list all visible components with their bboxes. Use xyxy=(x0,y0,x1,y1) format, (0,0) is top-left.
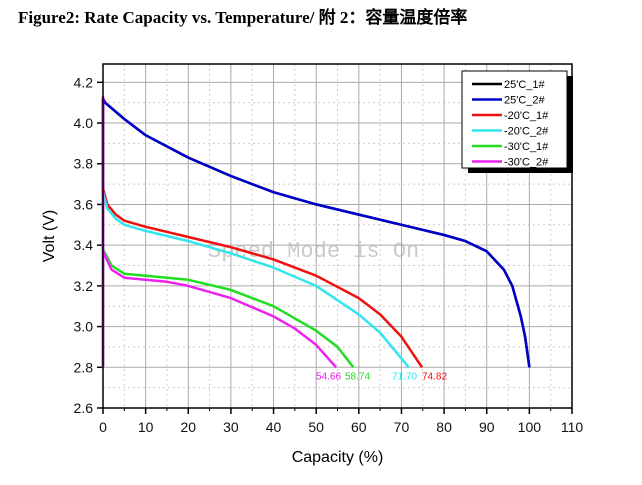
end-capacity-label: 54.66 xyxy=(316,371,341,382)
y-tick-label: 3.4 xyxy=(74,237,94,253)
x-tick-label: 70 xyxy=(394,419,410,435)
legend-label: -30'C_2# xyxy=(504,157,549,169)
legend-label: -20'C_1# xyxy=(504,110,549,122)
series-line--20-c-1- xyxy=(101,186,424,368)
x-tick-label: 40 xyxy=(266,419,282,435)
legend-label: 25'C_1# xyxy=(504,79,546,91)
y-tick-label: 2.8 xyxy=(74,359,94,375)
x-tick-label: 90 xyxy=(479,419,495,435)
x-axis-label: Capacity (%) xyxy=(292,449,384,466)
figure-title: Figure2: Rate Capacity vs. Temperature/ … xyxy=(18,8,468,27)
y-tick-label: 4.2 xyxy=(74,74,94,90)
plot-frame xyxy=(102,63,573,409)
y-tick-label: 2.6 xyxy=(74,400,94,416)
y-tick-label: 3.6 xyxy=(74,196,94,212)
x-tick-label: 10 xyxy=(138,419,154,435)
series-line--20-c-2- xyxy=(101,190,410,369)
watermark-text: Speed Mode is On xyxy=(208,239,419,264)
x-tick-label: 50 xyxy=(308,419,324,435)
series-line--30-c-1- xyxy=(101,247,355,369)
x-tick-label: 100 xyxy=(518,419,542,435)
x-tick-label: 60 xyxy=(351,419,367,435)
x-tick-label: 0 xyxy=(99,419,107,435)
x-tick-label: 20 xyxy=(180,419,196,435)
y-tick-label: 4.0 xyxy=(74,115,94,131)
series-line-25-c-2- xyxy=(101,97,531,368)
x-tick-label: 110 xyxy=(561,419,584,435)
legend-box xyxy=(461,70,568,169)
legend-label: -30'C_1# xyxy=(504,141,549,153)
x-tick-label: 30 xyxy=(223,419,239,435)
y-tick-label: 3.0 xyxy=(74,319,94,335)
end-capacity-label: 58.74 xyxy=(345,371,370,382)
y-axis-label: Volt (V) xyxy=(41,210,58,262)
y-tick-label: 3.8 xyxy=(74,156,94,172)
y-tick-label: 3.2 xyxy=(74,278,94,294)
x-tick-label: 80 xyxy=(436,419,452,435)
legend-label: 25'C_2# xyxy=(504,95,546,107)
end-capacity-label: 74.82 xyxy=(422,371,447,382)
end-capacity-label: 71.70 xyxy=(392,371,417,382)
legend: 25'C_1# 25'C_2# -20'C_1# -20'C_2# -30'C_1# -3… xyxy=(461,70,573,173)
legend-label: -20'C_2# xyxy=(504,126,549,138)
